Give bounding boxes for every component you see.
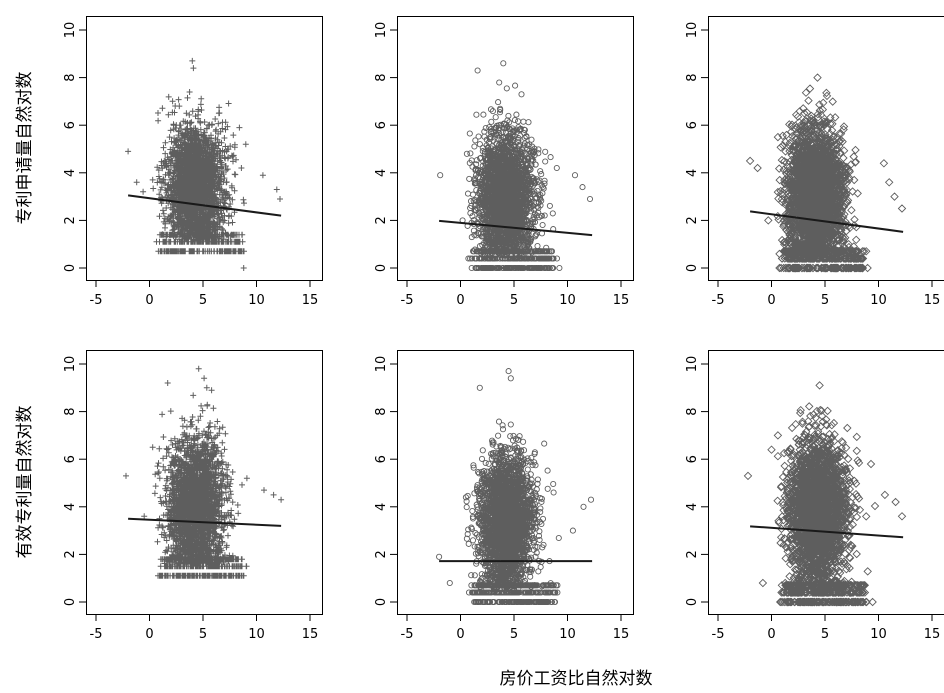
- y-tick-label: 0: [685, 598, 700, 606]
- fit-line: [128, 517, 282, 527]
- y-axis-title: 专利申请量自然对数: [15, 72, 35, 225]
- y-tick-label: 0: [374, 264, 389, 272]
- scatter-points: [745, 73, 907, 273]
- y-tick-label: 8: [63, 73, 78, 81]
- x-tick-label: 15: [613, 293, 630, 308]
- x-tick-label: -5: [401, 293, 414, 308]
- y-tick-label: 10: [374, 22, 389, 39]
- scatter-panel-r1-c1: -5 0 5 10 15 0 2 4 6 8 10: [374, 350, 634, 642]
- y-tick-label: 10: [685, 22, 700, 39]
- y-tick-label: 6: [374, 121, 389, 129]
- x-tick-label: 0: [456, 293, 464, 308]
- y-tick-label: 2: [685, 550, 700, 558]
- y-tick-label: 8: [63, 407, 78, 415]
- x-tick-label: 10: [559, 627, 576, 642]
- y-tick-label: 8: [374, 407, 389, 415]
- fit-line: [127, 194, 282, 217]
- panel-frame: [708, 350, 944, 615]
- data-points: [437, 60, 594, 271]
- x-tick-label: 10: [870, 627, 887, 642]
- scatter-panel-r0-c0: -5 0 5 10 15 0 2 4 6 8 10 专利申请量自然对数: [15, 16, 323, 308]
- y-tick-label: 4: [685, 503, 700, 511]
- y-tick-label: 0: [374, 598, 389, 606]
- x-tick-label: 15: [302, 627, 319, 642]
- y-tick-label: 2: [685, 216, 700, 224]
- x-tick-label: 5: [199, 627, 207, 642]
- y-tick-label: 8: [685, 407, 700, 415]
- y-tick-label: 2: [63, 550, 78, 558]
- y-tick-label: 6: [63, 455, 78, 463]
- y-tick-label: 10: [374, 356, 389, 373]
- y-tick-label: 4: [685, 169, 700, 177]
- scatter-points: [123, 365, 285, 579]
- x-tick-label: 5: [510, 293, 518, 308]
- y-tick-label: 6: [63, 121, 78, 129]
- x-tick-label: 15: [924, 627, 941, 642]
- y-tick-label: 4: [374, 169, 389, 177]
- x-tick-label: 5: [199, 293, 207, 308]
- y-tick-label: 10: [63, 22, 78, 39]
- y-axis-title: 有效专利量自然对数: [15, 406, 35, 559]
- x-tick-label: 0: [767, 627, 775, 642]
- y-tick-label: 4: [63, 503, 78, 511]
- x-tick-label: 5: [821, 293, 829, 308]
- x-tick-label: 5: [821, 627, 829, 642]
- scatter-panel-r0-c2: -5 0 5 10 15 0 2 4 6 8 10: [685, 16, 944, 308]
- x-tick-label: 10: [248, 293, 265, 308]
- y-tick-label: 2: [374, 550, 389, 558]
- y-tick-label: 6: [685, 455, 700, 463]
- x-tick-label: -5: [712, 627, 725, 642]
- panel-frame: [397, 16, 634, 281]
- y-tick-label: 0: [63, 264, 78, 272]
- scatter-panel-r1-c0: -5 0 5 10 15 0 2 4 6 8 10 有效专利量自然对数: [15, 350, 323, 642]
- x-tick-label: 5: [510, 627, 518, 642]
- panel-frame: [86, 16, 323, 281]
- data-points: [436, 368, 595, 605]
- x-tick-label: 0: [145, 627, 153, 642]
- x-tick-label: 10: [870, 293, 887, 308]
- x-tick-label: 0: [456, 627, 464, 642]
- data-points: [125, 57, 283, 271]
- y-tick-label: 10: [63, 356, 78, 373]
- y-tick-label: 2: [63, 216, 78, 224]
- y-tick-label: 0: [63, 598, 78, 606]
- panel-frame: [708, 16, 944, 281]
- y-tick-label: 8: [374, 73, 389, 81]
- data-points: [123, 365, 285, 579]
- x-tick-label: -5: [90, 293, 103, 308]
- scatter-points: [436, 368, 595, 605]
- y-tick-label: 4: [63, 169, 78, 177]
- y-tick-label: 8: [685, 73, 700, 81]
- x-tick-label: 0: [145, 293, 153, 308]
- y-tick-label: 6: [374, 455, 389, 463]
- fit-line: [749, 210, 904, 233]
- fit-line: [750, 525, 904, 539]
- panel-frame: [397, 350, 634, 615]
- scatter-points: [437, 60, 594, 271]
- panel-frame: [86, 350, 323, 615]
- x-axis-title: 房价工资比自然对数: [500, 669, 653, 689]
- y-tick-label: 4: [374, 503, 389, 511]
- fit-line: [439, 219, 593, 237]
- y-tick-label: 10: [685, 356, 700, 373]
- x-tick-label: 10: [248, 627, 265, 642]
- scatter-panel-r1-c2: -5 0 5 10 15 0 2 4 6 8 10: [685, 350, 944, 642]
- scatter-panel-r0-c1: -5 0 5 10 15 0 2 4 6 8 10: [374, 16, 634, 308]
- x-tick-label: 15: [613, 627, 630, 642]
- y-tick-label: 0: [685, 264, 700, 272]
- x-tick-label: 15: [924, 293, 941, 308]
- x-tick-label: 10: [559, 293, 576, 308]
- x-tick-label: -5: [712, 293, 725, 308]
- x-tick-label: 0: [767, 293, 775, 308]
- x-tick-label: -5: [401, 627, 414, 642]
- y-tick-label: 2: [374, 216, 389, 224]
- x-tick-label: -5: [90, 627, 103, 642]
- scatter-points: [125, 57, 283, 271]
- y-tick-label: 6: [685, 121, 700, 129]
- x-tick-label: 15: [302, 293, 319, 308]
- data-points: [745, 73, 907, 273]
